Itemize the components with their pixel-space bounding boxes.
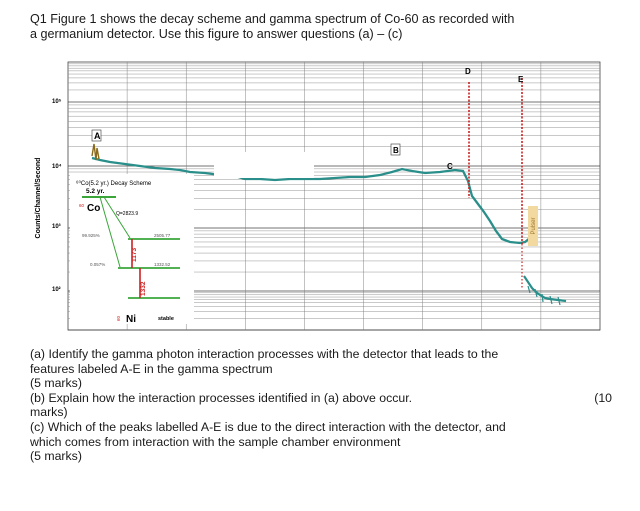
blank-patch [214, 152, 314, 178]
feature-label-b: B [393, 146, 399, 155]
pulser-tail-curve [523, 275, 567, 303]
level-2505-label: 2505.77 [154, 233, 171, 238]
feature-b-box [390, 143, 401, 156]
question-a-marks: (5 marks) [30, 376, 82, 391]
question-b-marks-number: (10 [594, 390, 612, 405]
decay-scheme-inset: ⁶⁰Co(5.2 yr.) Decay Scheme 5.2 yr. 60 Co… [70, 174, 194, 325]
beta-arrow-2 [99, 196, 121, 268]
stable-label: stable [158, 316, 174, 322]
question-a-line-2: features labeled A-E in the gamma spectr… [30, 361, 273, 376]
gamma-spectrum-curve [91, 156, 534, 245]
figure-1: Counts/Channel/Second 10⁵ 10⁴ 10³ 10² A … [30, 56, 604, 340]
beta2-branch: 0.057% [90, 262, 105, 267]
q-value: Q=2823.9 [116, 211, 138, 217]
pulser-tail-scatter [527, 285, 561, 306]
question-parts: (a) Identify the gamma photon interactio… [30, 347, 630, 464]
question-c-line-2: which comes from interaction with the sa… [30, 434, 401, 449]
feature-label-c: C [447, 162, 453, 171]
question-header-line-2: a germanium detector. Use this figure to… [30, 26, 403, 41]
question-b-text: (b) Explain how the interaction processe… [30, 390, 413, 405]
y-tick-label: 10² [52, 286, 61, 293]
question-c-line-1: (c) Which of the peaks labelled A-E is d… [30, 419, 506, 434]
pulser-label-bg [528, 206, 538, 246]
beta1-branch: 99.925% [82, 233, 100, 238]
gamma-1173-label: 1173 [131, 248, 138, 262]
question-header: Q1 Figure 1 shows the decay scheme and g… [30, 12, 630, 41]
spectrum-figure: Counts/Channel/Second 10⁵ 10⁴ 10³ 10² A … [35, 61, 601, 331]
question-header-line-1: Q1 Figure 1 shows the decay scheme and g… [30, 12, 515, 26]
question-a-line-1: (a) Identify the gamma photon interactio… [30, 347, 499, 361]
beta-arrow-1 [103, 196, 131, 239]
feature-label-d: D [465, 67, 471, 76]
daughter-mass: 60 [116, 315, 121, 321]
daughter-nuclide: Ni [126, 314, 136, 325]
decay-scheme-title: ⁶⁰Co(5.2 yr.) Decay Scheme [76, 180, 152, 187]
y-tick-label: 10⁵ [52, 99, 62, 105]
feature-label-a: A [94, 131, 101, 141]
pulser-label: Pulser [531, 217, 537, 234]
question-b-line-1: (b) Explain how the interaction processe… [30, 391, 630, 406]
parent-nuclide: Co [87, 203, 100, 214]
gamma-1332-label: 1332 [140, 281, 147, 296]
parent-mass: 60 [79, 203, 85, 208]
feature-a-box [91, 129, 102, 142]
backscatter-region [91, 143, 100, 161]
question-b-marks: marks) [30, 405, 68, 420]
y-tick-label: 10³ [52, 223, 61, 230]
feature-label-e: E [518, 75, 524, 84]
halflife-label: 5.2 yr. [86, 188, 105, 195]
y-tick-label: 10⁴ [52, 164, 62, 170]
question-c-marks: (5 marks) [30, 449, 82, 464]
y-axis-label: Counts/Channel/Second [35, 158, 42, 239]
level-1332-label: 1332.52 [154, 262, 171, 267]
